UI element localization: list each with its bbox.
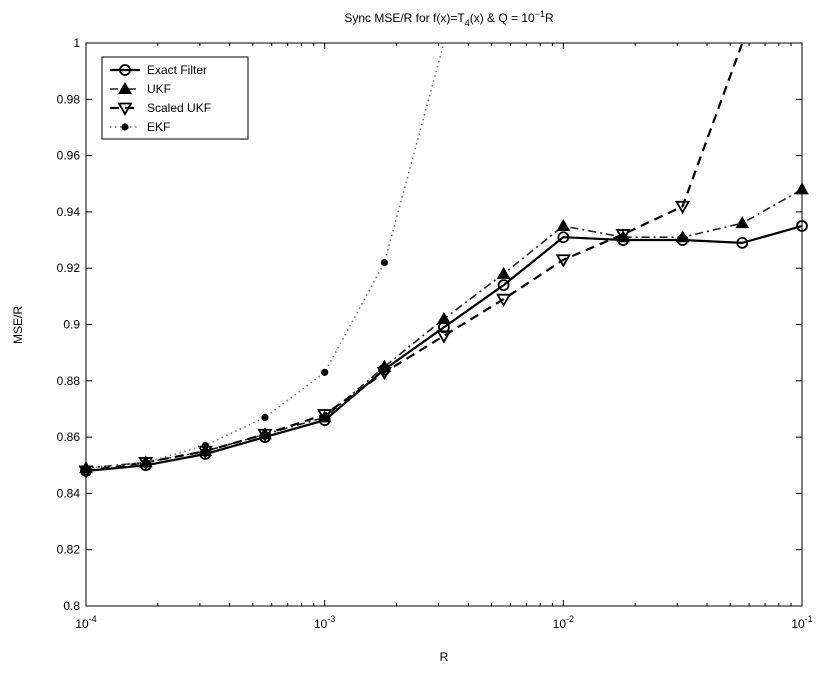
data-point	[321, 368, 329, 376]
legend-entry: Scaled UKF	[110, 101, 211, 116]
data-point	[257, 428, 273, 443]
data-point	[261, 413, 269, 421]
data-point	[496, 266, 511, 279]
y-tick-label: 0.96	[57, 149, 81, 163]
y-tick-label: 0.98	[57, 92, 81, 106]
data-point	[82, 464, 90, 472]
data-point	[796, 220, 808, 232]
data-point	[675, 230, 690, 243]
y-tick-label: 0.86	[57, 430, 81, 444]
x-axis-label: R	[440, 650, 449, 664]
x-tick-label: 10-2	[553, 614, 574, 631]
y-tick-label: 0.88	[57, 374, 81, 388]
y-tick-label: 0.82	[57, 543, 81, 557]
y-tick-label: 1	[73, 36, 80, 50]
legend-marker	[121, 123, 129, 131]
data-point	[556, 218, 571, 231]
x-tick-label: 10-4	[75, 614, 96, 631]
data-point	[795, 182, 809, 195]
legend-label: Exact Filter	[147, 63, 207, 77]
data-point	[496, 293, 512, 307]
data-point	[615, 229, 631, 243]
data-point	[376, 366, 392, 381]
y-tick-label: 0.84	[57, 486, 81, 500]
data-point	[317, 409, 333, 423]
legend-entry: UKF	[110, 81, 171, 96]
data-point	[201, 441, 209, 450]
data-point	[380, 258, 389, 267]
data-point	[142, 458, 150, 467]
data-point	[437, 311, 451, 324]
legend-marker	[118, 81, 132, 94]
series-line	[86, 43, 744, 472]
y-tick-label: 0.8	[63, 599, 80, 613]
data-point	[736, 236, 749, 249]
data-point	[555, 254, 571, 268]
legend-marker	[117, 102, 133, 116]
x-tick-label: 10-3	[314, 614, 335, 631]
y-axis-ticks: 0.8 0.82 0.84 0.86 0.88 0.9 0.92 0.94 0.96 0.98 1	[57, 36, 802, 613]
y-axis-label: MSE/R	[11, 306, 25, 344]
data-point	[735, 216, 750, 229]
y-tick-label: 0.92	[57, 261, 81, 275]
data-point	[557, 231, 570, 244]
legend: Exact Filter UKF Scaled UKF EKF	[101, 56, 249, 140]
series-ekf	[82, 43, 445, 472]
chart-title: Sync MSE/R for f(x)=T4(x) & Q = 10−1R	[344, 9, 554, 28]
legend-entry: Exact Filter	[110, 63, 207, 77]
legend-marker	[119, 64, 131, 76]
data-point	[436, 330, 452, 344]
series-layer	[78, 43, 809, 479]
legend-label: EKF	[147, 120, 170, 134]
legend-entry: EKF	[110, 120, 170, 134]
y-tick-label: 0.9	[63, 318, 80, 332]
y-tick-label: 0.94	[57, 205, 81, 219]
x-tick-label: 10-1	[791, 614, 812, 631]
data-point	[675, 200, 691, 215]
legend-label: Scaled UKF	[147, 101, 211, 115]
x-axis-ticks: 10-4 10-3 10-2 10-1	[75, 43, 813, 631]
data-point	[497, 279, 510, 291]
legend-label: UKF	[147, 82, 171, 96]
series-scaled-ukf	[78, 43, 744, 479]
